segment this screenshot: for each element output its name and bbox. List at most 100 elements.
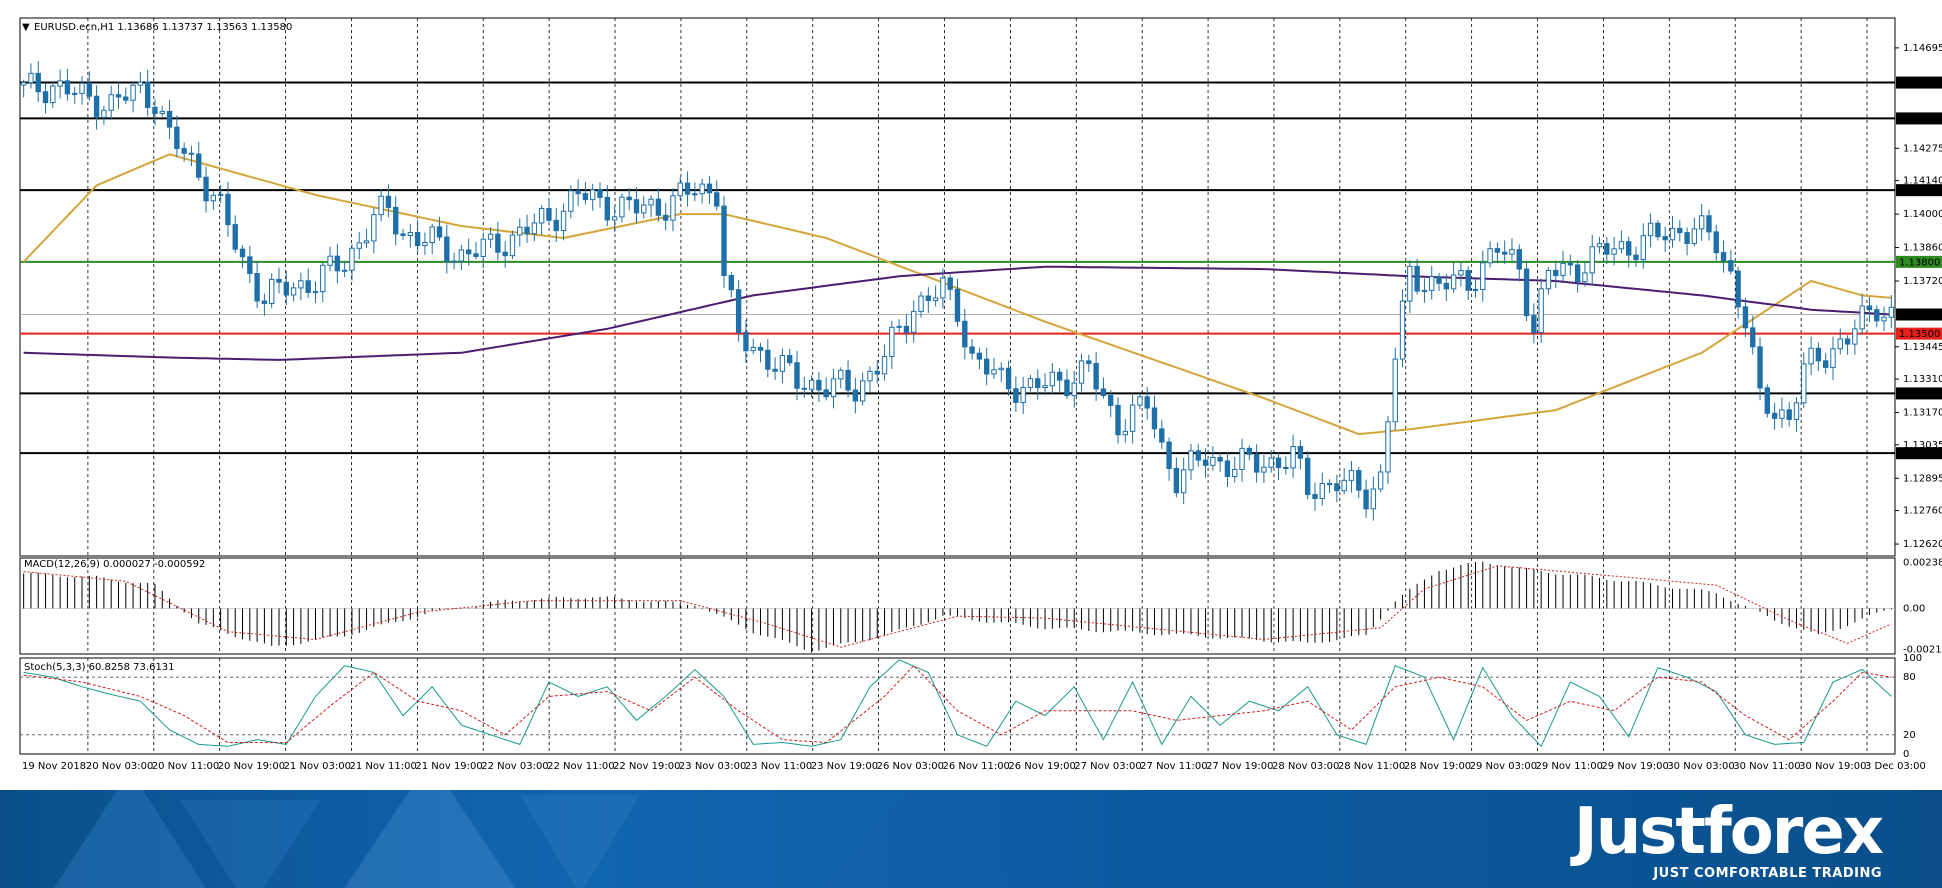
candle-body (509, 234, 516, 257)
candle-body (969, 346, 975, 354)
candle-body (93, 95, 100, 118)
time-axis-label: 29 Nov 19:00 (1601, 761, 1668, 772)
candle-body (451, 260, 457, 263)
time-axis-label: 27 Nov 11:00 (1140, 761, 1207, 772)
candle-body (1574, 264, 1581, 283)
candle-body (903, 325, 910, 333)
candle-body (1005, 367, 1012, 390)
candle-body (1210, 456, 1216, 466)
level-price-label: 1.13500 (1899, 329, 1940, 340)
candle-body (1735, 270, 1741, 308)
level-price-label: 1.14400 (1899, 114, 1940, 125)
chart-area: 1.14550 1.14400 1.14100 1.13800 1.13500 1.132… (19, 17, 1942, 772)
time-axis-label: 30 Nov 03:00 (1667, 761, 1734, 772)
candle-body (1443, 282, 1450, 290)
candle-body (1458, 270, 1464, 276)
chart-menu-icon[interactable]: ▼ (22, 22, 30, 33)
candle-body (436, 226, 443, 238)
candle-body (728, 275, 735, 291)
candle-body (371, 214, 377, 242)
candle-body (699, 183, 705, 195)
level-price-tag (1896, 255, 1942, 268)
candle-body (1217, 456, 1223, 462)
candle-body (1377, 471, 1384, 490)
candle-body (1691, 228, 1698, 244)
candle-body (881, 355, 888, 375)
time-axis-label: 19 Nov 2018 (22, 761, 86, 772)
candle-body (1180, 469, 1187, 494)
candle-body (123, 96, 129, 101)
candle-body (925, 295, 932, 302)
candle-body (1823, 360, 1829, 368)
candle-body (1421, 289, 1428, 292)
candle-body (1720, 252, 1727, 262)
candle-body (363, 240, 370, 244)
price-tick-label: 1.12895 (1903, 473, 1942, 484)
candle-body (276, 278, 282, 283)
price-tick-label: 1.13310 (1903, 374, 1942, 385)
candle-body (1436, 276, 1442, 284)
candle-body (1808, 347, 1814, 365)
price-tick-label: 1.13170 (1903, 408, 1942, 419)
candle-body (1173, 467, 1180, 494)
candle-body (385, 195, 392, 208)
candle-body (1465, 270, 1471, 291)
candle-body (1830, 348, 1836, 368)
candle-body (911, 310, 917, 333)
stoch-d-line (23, 664, 1892, 744)
candle-body (954, 288, 961, 322)
candle-body (57, 80, 63, 87)
decor-shape (40, 790, 220, 888)
candle-body (1866, 305, 1873, 311)
price-tick-label: 1.14275 (1903, 143, 1942, 154)
candle-body (648, 198, 654, 206)
time-axis-label: 29 Nov 03:00 (1470, 761, 1537, 772)
candle-body (1122, 430, 1128, 436)
candle-body (487, 233, 494, 240)
candle-body (1261, 466, 1267, 473)
time-axis-label: 29 Nov 11:00 (1536, 761, 1603, 772)
candle-body (1166, 441, 1172, 469)
macd-signal-line (23, 565, 1892, 648)
candle-body (1268, 457, 1274, 468)
candle-body (239, 248, 246, 258)
candle-body (1728, 260, 1734, 272)
time-axis-label: 20 Nov 19:00 (218, 761, 285, 772)
candle-body (684, 182, 691, 195)
decor-shape (520, 795, 640, 888)
candle-body (283, 281, 289, 296)
brand-logo: Justforex JUST COMFORTABLE TRADING (1574, 800, 1884, 881)
candle-body (604, 196, 610, 221)
candle-body (320, 264, 326, 293)
candle-body (1086, 360, 1092, 365)
candle-body (1582, 272, 1588, 283)
candle-body (1852, 328, 1858, 345)
stoch-pane (19, 657, 1896, 755)
time-axis-label: 21 Nov 19:00 (415, 761, 482, 772)
candle-body (765, 349, 771, 370)
candle-body (932, 297, 939, 302)
candle-body (217, 193, 224, 196)
brand-footer: Justforex JUST COMFORTABLE TRADING (0, 790, 1942, 888)
candle-body (473, 253, 479, 258)
candle-body (20, 82, 27, 86)
candle-body (1341, 479, 1347, 492)
candle-body (1450, 274, 1457, 290)
candle-body (590, 189, 596, 201)
macd-title: MACD(12,26,9) 0.000027 -0.000592 (24, 559, 205, 570)
candle-body (582, 193, 589, 201)
candle-body (1874, 309, 1880, 322)
candle-body (889, 326, 895, 357)
candle-body (524, 226, 530, 235)
time-axis-label: 28 Nov 11:00 (1338, 761, 1405, 772)
candle-body (247, 256, 253, 275)
candle-body (568, 190, 574, 212)
candle-body (1093, 363, 1099, 390)
level-price-label: 1.13250 (1899, 389, 1940, 400)
candle-body (196, 153, 202, 178)
candle-body (232, 224, 238, 250)
candle-body (261, 300, 268, 304)
candle-body (42, 91, 49, 104)
candle-body (991, 369, 997, 375)
candle-body (1472, 288, 1479, 291)
